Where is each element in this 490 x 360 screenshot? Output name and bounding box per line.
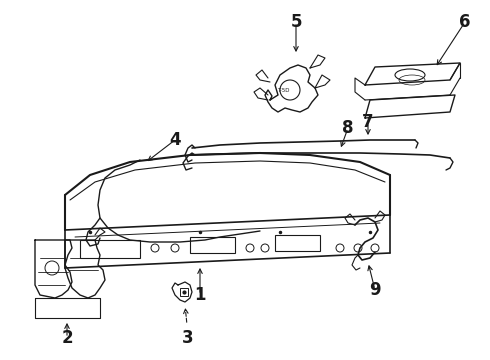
Text: 3: 3 (182, 329, 194, 347)
Bar (275, 235, 320, 251)
Ellipse shape (395, 69, 425, 81)
Bar (180, 288, 188, 296)
Text: 6: 6 (459, 13, 471, 31)
Text: 7: 7 (362, 113, 374, 131)
Text: 1: 1 (194, 286, 206, 304)
Text: T-5D: T-5D (277, 88, 289, 93)
Bar (80, 240, 140, 258)
Text: 5: 5 (290, 13, 302, 31)
Bar (190, 237, 235, 253)
Text: 4: 4 (169, 131, 181, 149)
Text: 8: 8 (342, 119, 354, 137)
Text: 9: 9 (369, 281, 381, 299)
Text: 2: 2 (61, 329, 73, 347)
